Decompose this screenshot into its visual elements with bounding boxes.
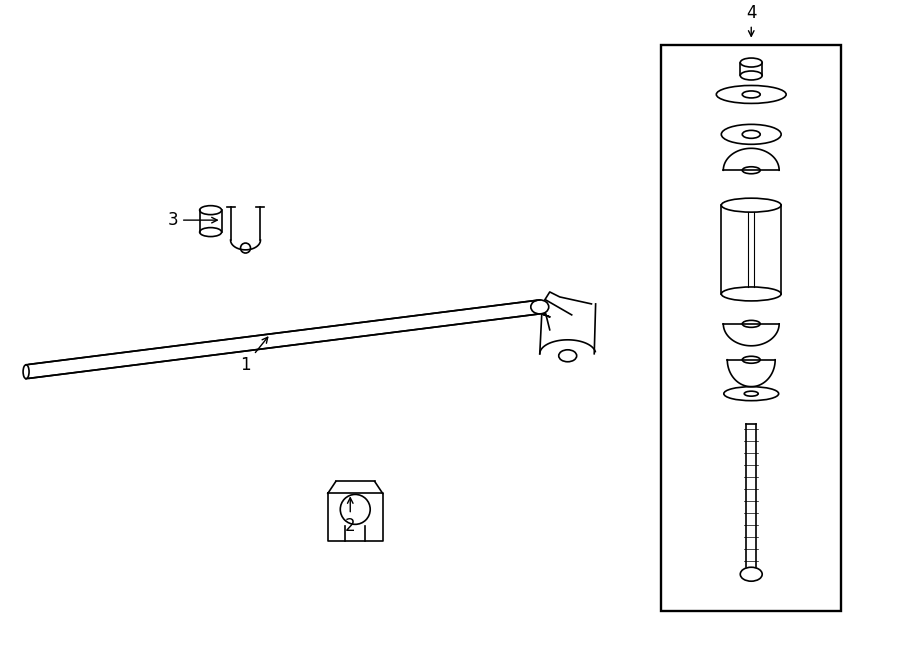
Ellipse shape xyxy=(721,198,781,212)
Ellipse shape xyxy=(742,356,760,364)
Bar xyxy=(662,44,841,611)
Ellipse shape xyxy=(559,350,577,362)
Text: 3: 3 xyxy=(167,211,217,229)
Ellipse shape xyxy=(741,567,762,581)
Ellipse shape xyxy=(741,71,762,80)
Ellipse shape xyxy=(742,91,760,98)
Text: 2: 2 xyxy=(345,498,356,535)
Ellipse shape xyxy=(741,58,762,67)
Ellipse shape xyxy=(744,391,758,396)
Ellipse shape xyxy=(742,167,760,174)
Ellipse shape xyxy=(742,130,760,138)
Ellipse shape xyxy=(724,387,778,401)
Ellipse shape xyxy=(200,227,221,237)
Ellipse shape xyxy=(200,206,221,215)
Ellipse shape xyxy=(340,494,370,524)
Ellipse shape xyxy=(742,321,760,327)
Text: 4: 4 xyxy=(746,4,757,36)
Text: 1: 1 xyxy=(240,337,267,373)
Ellipse shape xyxy=(716,85,786,103)
Ellipse shape xyxy=(721,124,781,144)
Ellipse shape xyxy=(240,243,250,253)
Ellipse shape xyxy=(721,287,781,301)
